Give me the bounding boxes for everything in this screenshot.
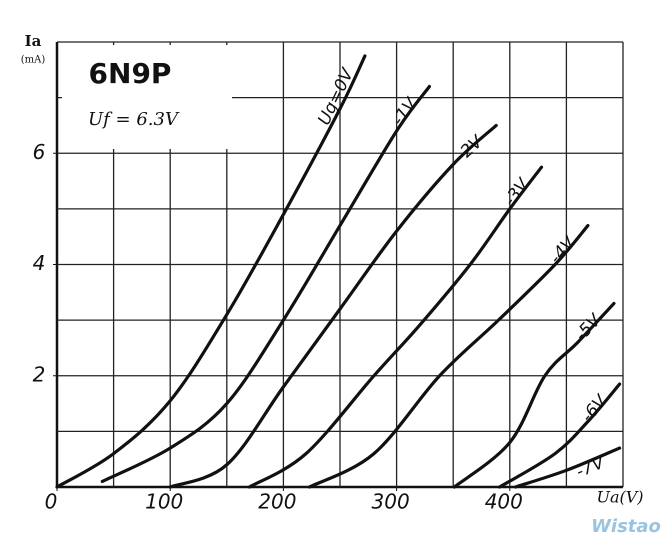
curve-label: Ug=0V: [314, 64, 358, 128]
y-label: Ia: [25, 32, 42, 50]
x-label: Ua(V): [596, 488, 643, 507]
y-tick-label: 4: [33, 251, 46, 275]
x-tick-label: 100: [145, 490, 183, 514]
curve-label: -3V: [500, 174, 534, 210]
curve-label: -5V: [571, 310, 606, 346]
curve-label: -4V: [546, 232, 581, 268]
subtitle: Uf = 6.3V: [88, 109, 180, 130]
curve: [55, 54, 367, 489]
curve: [168, 123, 498, 489]
curve-label: -1V: [388, 93, 422, 129]
curve-label: -6V: [578, 391, 613, 427]
curve: [452, 301, 616, 489]
x-tick-label: 300: [372, 490, 410, 514]
watermark: Wistao: [591, 516, 661, 537]
curve: [100, 84, 432, 484]
curve: [247, 165, 544, 489]
x-tick-label: 400: [485, 490, 523, 514]
curve-label: -7V: [573, 452, 608, 482]
y-tick-label: 2: [33, 362, 46, 386]
chart-title: 6N9P: [89, 57, 172, 90]
curve: [498, 382, 622, 489]
x-tick-label: 0: [45, 490, 58, 514]
y-tick-label: 6: [33, 140, 46, 164]
title-box: [62, 45, 232, 149]
x-tick-label: 200: [258, 490, 296, 514]
grid: [55, 41, 624, 489]
curve: [513, 446, 622, 489]
y-unit: (mA): [21, 55, 46, 66]
curve: [307, 223, 590, 489]
